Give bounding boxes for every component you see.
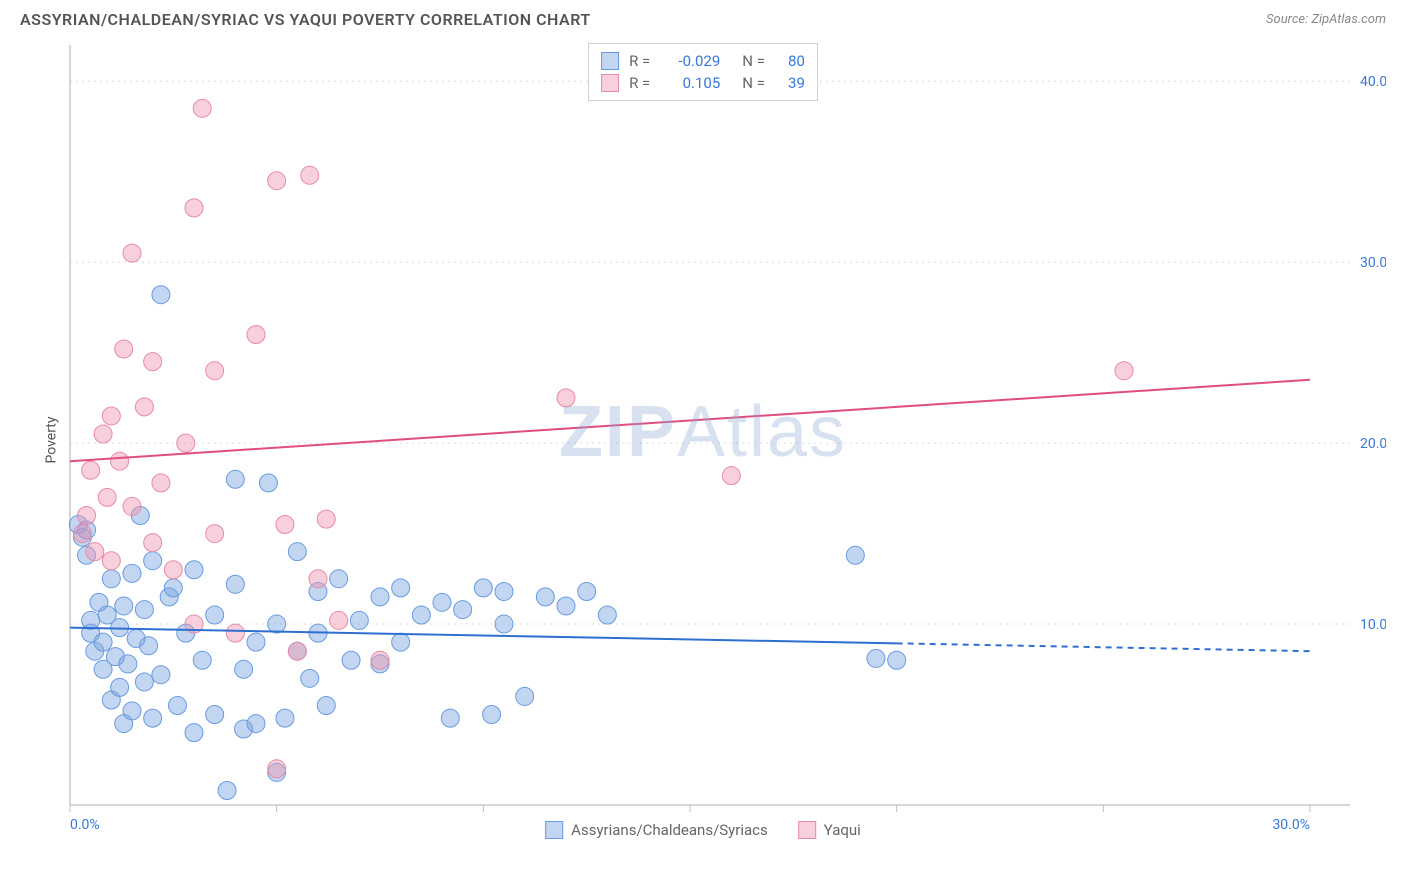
svg-text:0.0%: 0.0%: [70, 817, 100, 833]
y-axis-label: Poverty: [44, 416, 60, 463]
legend-label-1: Yaqui: [824, 821, 861, 839]
source-name: ZipAtlas.com: [1311, 12, 1386, 27]
chart-container: Poverty ZIPAtlas 10.0%20.0%30.0%40.0%0.0…: [20, 35, 1386, 845]
series-legend: Assyrians/Chaldeans/Syriacs Yaqui: [545, 821, 861, 839]
swatch-series-1: [798, 821, 816, 839]
svg-text:10.0%: 10.0%: [1360, 617, 1386, 633]
scatter-chart: 10.0% 20.0% 30.0% 40.0% 0.0% 30.0%: [20, 35, 1386, 845]
r-value-1: 0.105: [660, 74, 720, 92]
r-label: R =: [629, 52, 650, 70]
r-label: R =: [629, 74, 650, 92]
svg-text:30.0%: 30.0%: [1272, 817, 1310, 833]
chart-title: ASSYRIAN/CHALDEAN/SYRIAC VS YAQUI POVERT…: [20, 10, 591, 29]
svg-text:40.0%: 40.0%: [1360, 74, 1386, 90]
n-label: N =: [742, 74, 765, 92]
n-value-0: 80: [775, 52, 805, 70]
legend-item-1: Yaqui: [798, 821, 861, 839]
svg-text:30.0%: 30.0%: [1360, 255, 1386, 271]
svg-text:20.0%: 20.0%: [1360, 436, 1386, 452]
corr-row-series-1: R = 0.105 N = 39: [601, 72, 805, 94]
r-value-0: -0.029: [660, 52, 720, 70]
legend-item-0: Assyrians/Chaldeans/Syriacs: [545, 821, 768, 839]
swatch-series-0: [601, 52, 619, 70]
corr-row-series-0: R = -0.029 N = 80: [601, 50, 805, 72]
n-label: N =: [742, 52, 765, 70]
source-prefix: Source:: [1266, 12, 1311, 27]
source-attribution: Source: ZipAtlas.com: [1266, 12, 1386, 27]
n-value-1: 39: [775, 74, 805, 92]
swatch-series-1: [601, 74, 619, 92]
correlation-legend: R = -0.029 N = 80 R = 0.105 N = 39: [588, 43, 818, 101]
legend-label-0: Assyrians/Chaldeans/Syriacs: [571, 821, 768, 839]
swatch-series-0: [545, 821, 563, 839]
